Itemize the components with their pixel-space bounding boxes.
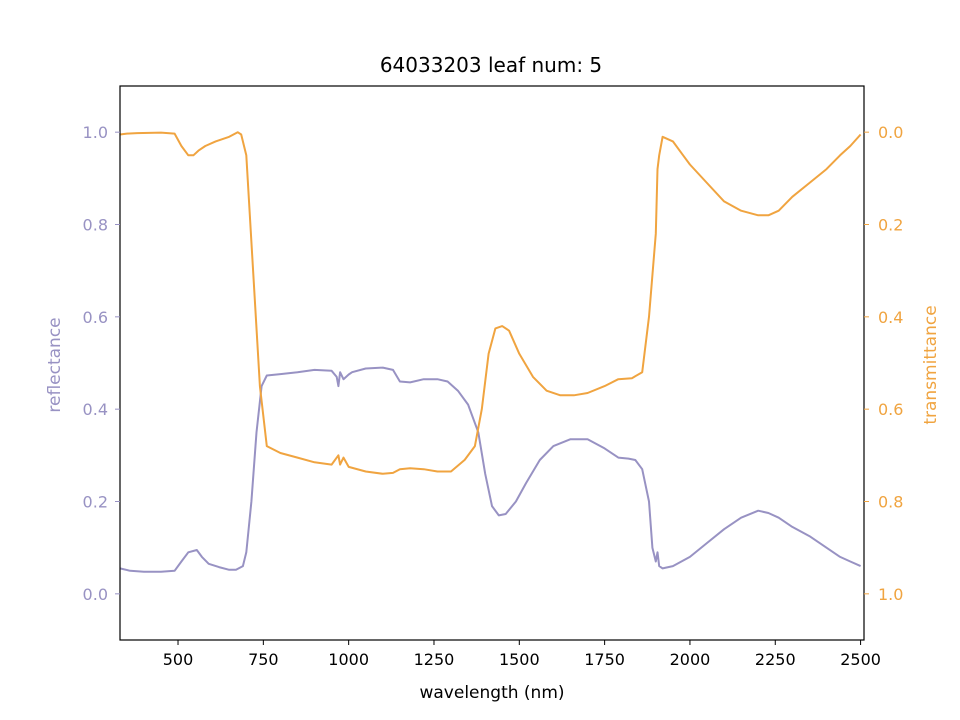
x-axis-title: wavelength (nm) [419, 683, 564, 703]
right-y-axis: 0.0 0.2 0.4 0.6 0.8 1.0 [864, 123, 903, 604]
right-y-tick-label: 0.8 [878, 493, 903, 512]
right-y-tick-label: 0.2 [878, 216, 903, 235]
left-y-axis: 0.0 0.2 0.4 0.6 0.8 1.0 [83, 123, 120, 604]
x-tick-label: 1000 [328, 650, 369, 669]
left-y-tick-label: 1.0 [83, 123, 108, 142]
left-y-tick-label: 0.6 [83, 308, 108, 327]
left-y-tick-label: 0.0 [83, 585, 108, 604]
left-y-tick-label: 0.8 [83, 216, 108, 235]
transmittance-series [119, 131, 862, 475]
chart-title: 64033203 leaf num: 5 [380, 53, 602, 77]
plot-frame [119, 85, 865, 641]
right-y-axis-title: transmittance [921, 305, 941, 424]
x-tick-label: 2500 [840, 650, 881, 669]
right-y-tick-label: 0.4 [878, 308, 903, 327]
x-tick-label: 500 [163, 650, 194, 669]
left-y-tick-label: 0.2 [83, 493, 108, 512]
reflectance-line [119, 366, 862, 573]
x-tick-label: 2000 [670, 650, 711, 669]
x-tick-label: 1250 [414, 650, 455, 669]
reflectance-series [119, 366, 862, 573]
right-y-tick-label: 1.0 [878, 585, 903, 604]
left-y-tick-label: 0.4 [83, 400, 108, 419]
x-tick-label: 1750 [584, 650, 625, 669]
right-y-tick-label: 0.0 [878, 123, 903, 142]
transmittance-line [119, 131, 862, 475]
x-tick-label: 750 [248, 650, 279, 669]
right-y-tick-label: 0.6 [878, 400, 903, 419]
x-tick-label: 2250 [755, 650, 796, 669]
x-axis: 500 750 1000 1250 1500 1750 2000 2250 2500 [163, 640, 881, 669]
left-y-axis-title: reflectance [45, 317, 65, 412]
x-tick-label: 1500 [499, 650, 540, 669]
